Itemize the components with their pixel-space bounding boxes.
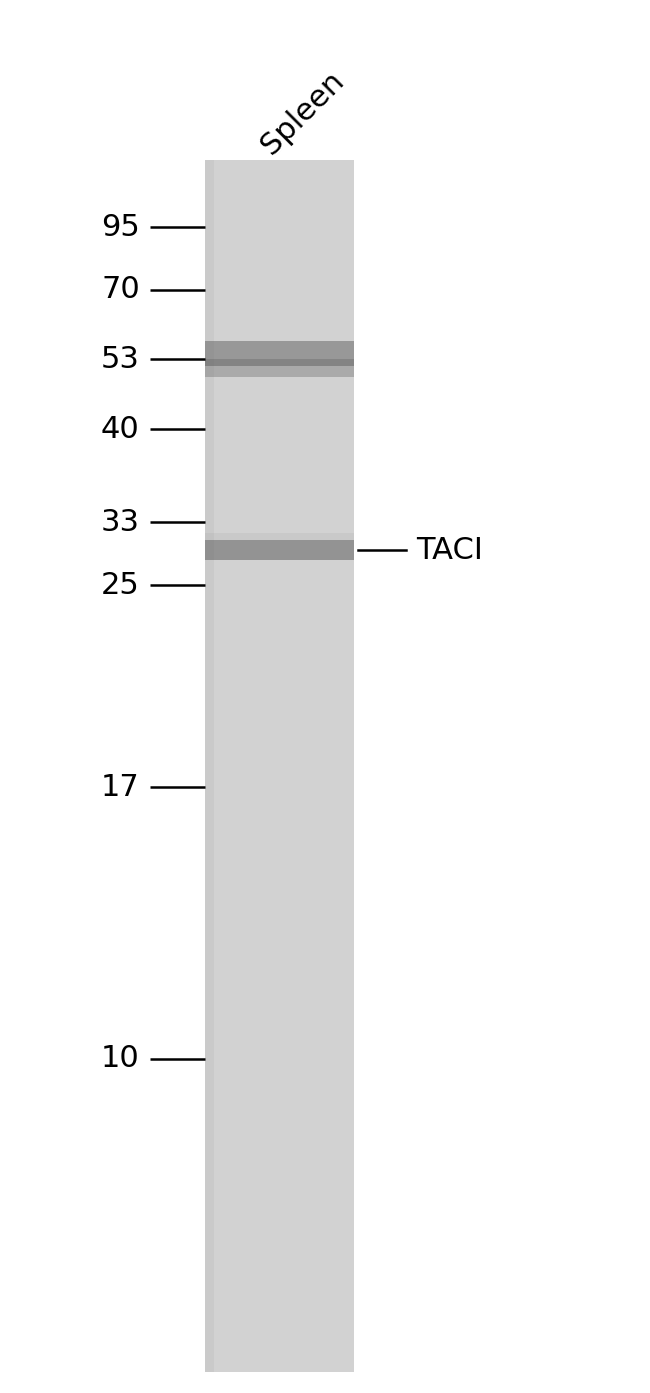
Text: 70: 70 (101, 276, 140, 304)
Bar (205, 532, 354, 540)
Text: Spleen: Spleen (255, 65, 350, 160)
Text: 33: 33 (101, 508, 140, 536)
Bar (205, 359, 354, 376)
Bar (205, 160, 214, 1372)
Text: 53: 53 (101, 345, 140, 373)
Bar (205, 160, 354, 1372)
Text: 25: 25 (101, 571, 140, 599)
Bar (205, 341, 354, 366)
Bar (205, 540, 354, 560)
Text: 40: 40 (101, 415, 140, 443)
Text: TACI: TACI (416, 536, 483, 564)
Text: 95: 95 (101, 213, 140, 241)
Text: 10: 10 (101, 1045, 140, 1073)
Text: 17: 17 (101, 773, 140, 801)
